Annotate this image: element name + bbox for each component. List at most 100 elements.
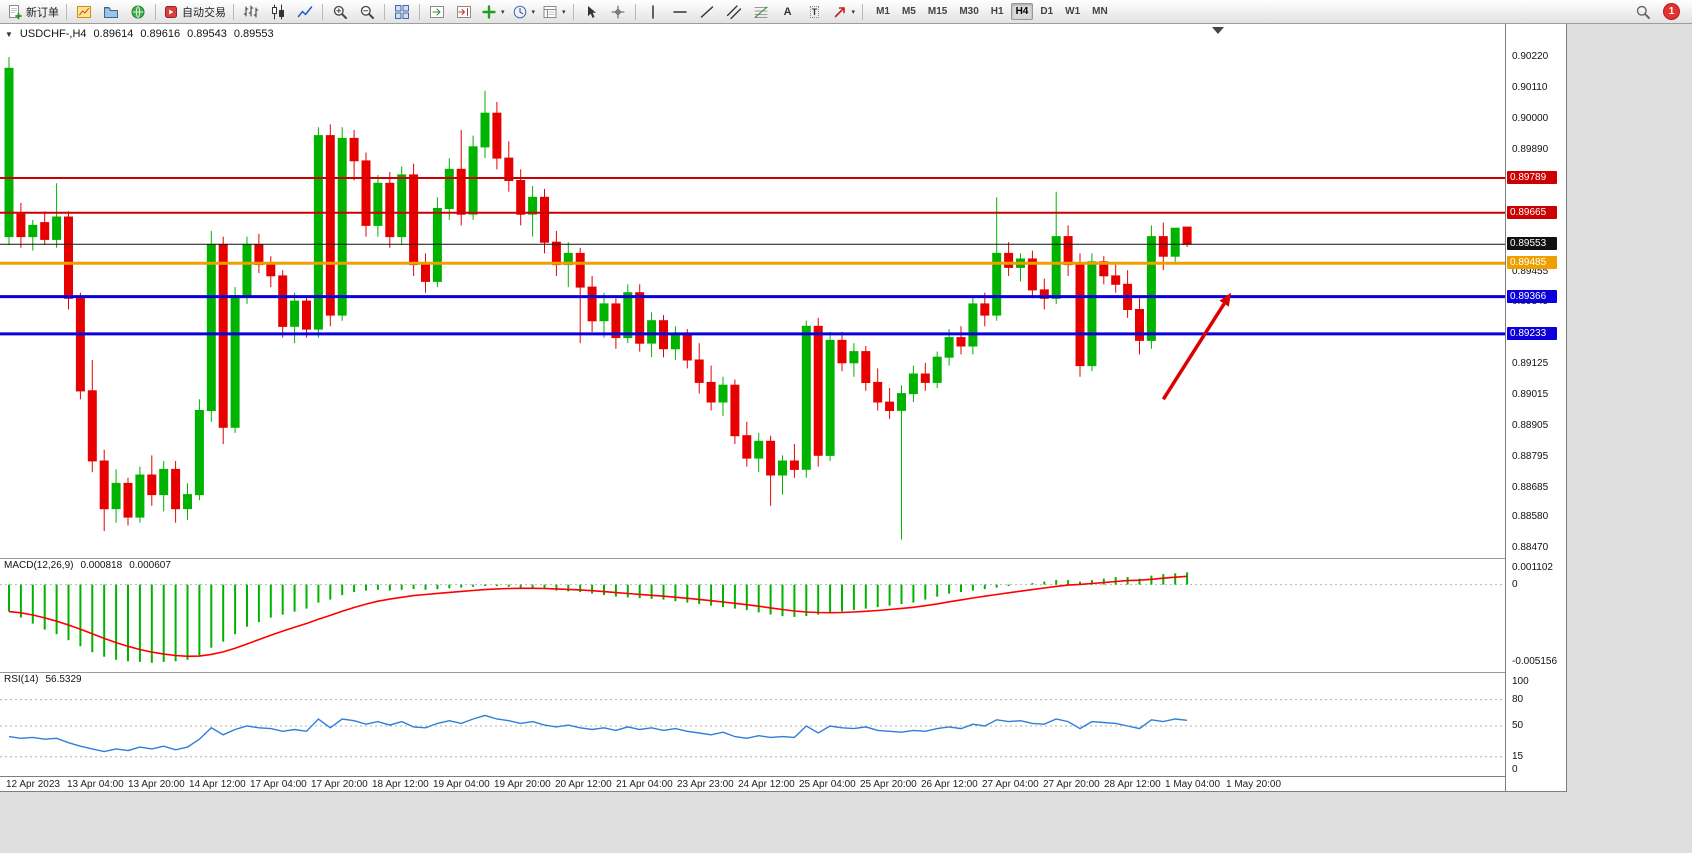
trendline-tool-button[interactable] <box>694 2 720 22</box>
candle-body <box>504 157 514 182</box>
macd-histogram <box>8 572 1189 663</box>
auto-trading-button[interactable]: 自动交易 <box>160 2 229 22</box>
timeframe-M30[interactable]: M30 <box>959 6 979 17</box>
line-chart-button[interactable] <box>292 2 318 22</box>
candle-body <box>64 216 73 299</box>
candle-body <box>1111 275 1121 285</box>
timeframe-group: M1 M5 M15 M30 H1 H4 D1 W1 MN <box>871 3 1113 20</box>
candle-body <box>1146 236 1156 341</box>
price-line-label-0.89366[interactable]: 0.89366 <box>1507 290 1557 303</box>
auto-scroll-button[interactable] <box>424 2 450 22</box>
timeframe-M15[interactable]: M15 <box>927 6 948 17</box>
date-label: 18 Apr 12:00 <box>372 779 429 790</box>
zoom-out-button[interactable] <box>354 2 380 22</box>
arrows-tool-button[interactable]: ▾ <box>829 2 859 22</box>
search-icon <box>1635 4 1651 20</box>
price-line-label-0.89233[interactable]: 0.89233 <box>1507 327 1557 340</box>
rsi-pane[interactable] <box>0 672 1505 776</box>
date-label: 28 Apr 12:00 <box>1104 779 1161 790</box>
indicators-button[interactable]: ▾ <box>478 2 508 22</box>
candle-body <box>718 384 728 403</box>
candle-body <box>754 440 764 459</box>
price-tick: 0.88905 <box>1512 420 1549 431</box>
candle-body <box>897 393 906 411</box>
price-line-label-0.89789[interactable]: 0.89789 <box>1507 171 1557 184</box>
zoom-in-icon <box>332 4 348 20</box>
text-label-tool-button[interactable]: T <box>802 2 828 22</box>
symbol-period-label: USDCHF-,H4 <box>19 28 87 40</box>
date-label: 26 Apr 12:00 <box>921 779 978 790</box>
candle-body <box>16 213 26 238</box>
macd-title: MACD(12,26,9) <box>4 560 74 571</box>
candle-body <box>313 135 323 330</box>
auto-trading-label: 自动交易 <box>182 6 226 19</box>
timeframe-M1[interactable]: M1 <box>876 6 890 17</box>
candle-body <box>885 401 895 412</box>
crosshair-button[interactable] <box>605 2 631 22</box>
search-button[interactable] <box>1630 2 1656 22</box>
candle-body <box>837 339 847 364</box>
timeframe-MN[interactable]: MN <box>1092 6 1108 17</box>
notification-badge[interactable]: 1 <box>1663 3 1680 20</box>
zoom-in-button[interactable] <box>327 2 353 22</box>
timeframe-H4[interactable]: H4 <box>1010 3 1034 20</box>
date-label: 1 May 20:00 <box>1226 779 1282 790</box>
rsi-line <box>8 714 1188 753</box>
timeframe-H1[interactable]: H1 <box>990 6 1004 17</box>
bar-chart-button[interactable] <box>238 2 264 22</box>
timeframe-D1[interactable]: D1 <box>1040 6 1054 17</box>
periods-clock-icon <box>512 4 528 20</box>
candles-layer <box>4 57 1192 540</box>
periods-button[interactable]: ▾ <box>509 2 539 22</box>
price-tick: 0.89015 <box>1512 389 1549 400</box>
candle-body <box>28 224 38 238</box>
macd-pane[interactable] <box>0 558 1505 672</box>
zoom-out-icon <box>359 4 375 20</box>
price-pane[interactable] <box>0 24 1505 558</box>
candle-body <box>242 244 252 296</box>
candle-body <box>789 460 799 470</box>
new-chart-button[interactable] <box>71 2 97 22</box>
price-line-label-0.89665[interactable]: 0.89665 <box>1507 206 1557 219</box>
symbol-dropdown-icon[interactable]: ▼ <box>5 29 13 39</box>
arrow-annotation[interactable] <box>1161 302 1226 401</box>
dropdown-caret-icon: ▾ <box>851 8 856 16</box>
horizontal-line-tool-button[interactable] <box>667 2 693 22</box>
text-tool-button[interactable]: A <box>775 2 801 22</box>
tile-windows-button[interactable] <box>389 2 415 22</box>
vertical-line-tool-button[interactable] <box>640 2 666 22</box>
price-line-label-0.89485[interactable]: 0.89485 <box>1507 256 1557 269</box>
candlestick-chart-icon <box>270 4 286 20</box>
chart-shift-button[interactable] <box>451 2 477 22</box>
chart-shift-marker[interactable] <box>1212 27 1224 34</box>
candle-body <box>1063 236 1073 266</box>
price-line-label-0.89553[interactable]: 0.89553 <box>1507 237 1557 250</box>
candle-body <box>1158 236 1168 257</box>
cursor-button[interactable] <box>578 2 604 22</box>
candle-body <box>599 303 609 322</box>
channel-tool-button[interactable] <box>721 2 747 22</box>
market-watch-button[interactable] <box>125 2 151 22</box>
toolbar-separator <box>862 3 864 20</box>
candlestick-chart-button[interactable] <box>265 2 291 22</box>
new-order-button[interactable]: 新订单 <box>4 2 62 22</box>
toolbar-separator <box>419 3 420 20</box>
templates-button[interactable]: ▾ <box>539 2 569 22</box>
price-axis[interactable]: 0.902200.901100.900000.898900.897800.896… <box>1505 24 1566 791</box>
date-label: 1 May 04:00 <box>1165 779 1221 790</box>
arrow-annotation-head[interactable] <box>1219 292 1232 307</box>
profiles-button[interactable] <box>98 2 124 22</box>
macd-axis-tick: 0.001102 <box>1512 562 1553 573</box>
candle-body <box>159 468 169 496</box>
timeframe-W1[interactable]: W1 <box>1065 6 1081 17</box>
candle-body <box>99 460 109 510</box>
timeframe-M5[interactable]: M5 <box>901 6 916 17</box>
date-axis[interactable]: 12 Apr 2023 13 Apr 04:00 13 Apr 20:00 14 Ap… <box>0 776 1505 791</box>
fibonacci-icon <box>753 4 769 20</box>
new-chart-icon <box>76 4 92 20</box>
candle-body <box>575 252 585 288</box>
chart-title: ▼ USDCHF-,H4 0.89614 0.89616 0.89543 0.8… <box>5 28 274 40</box>
candle-body <box>432 208 442 282</box>
candle-body <box>516 180 526 215</box>
fibonacci-tool-button[interactable] <box>748 2 774 22</box>
